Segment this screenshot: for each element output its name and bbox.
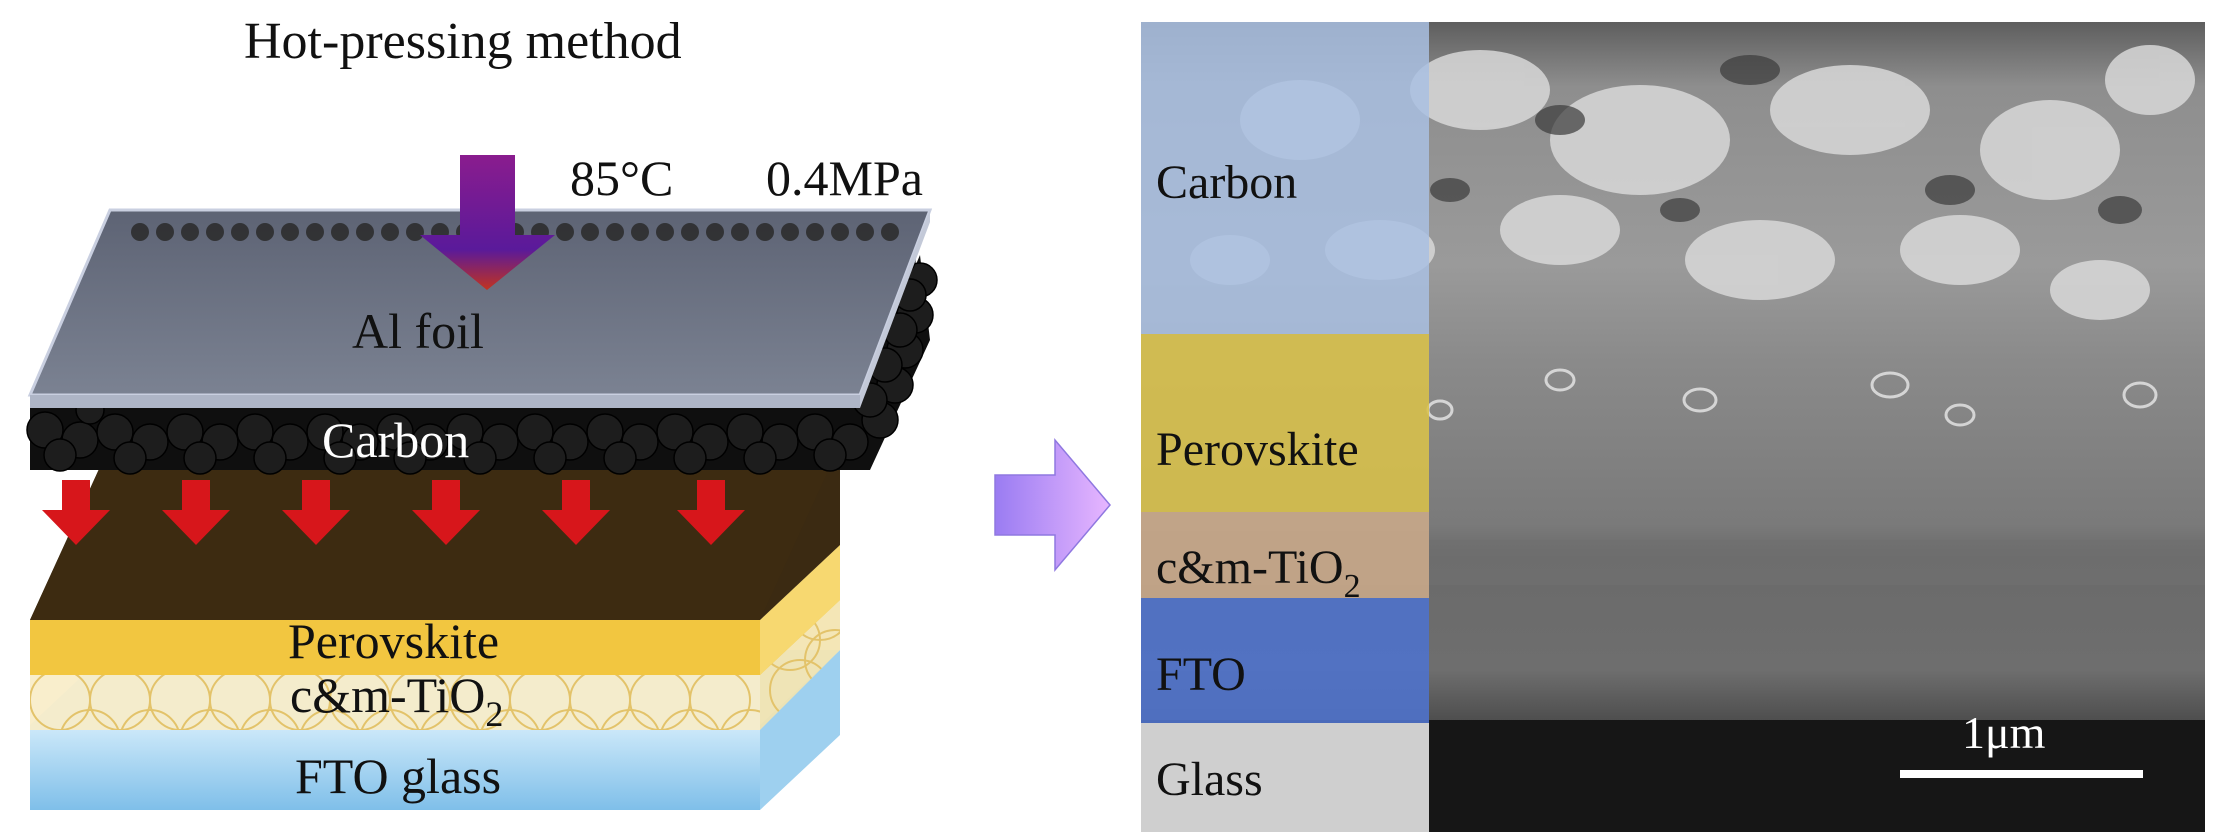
fto-label-right: FTO (1156, 648, 1246, 701)
carbon-label-left: Carbon (322, 412, 469, 468)
carbon-label-right: Carbon (1156, 156, 1297, 209)
al-foil-label: Al foil (352, 303, 484, 359)
overlay-fto (1141, 598, 1429, 723)
overlay-tio2 (1141, 512, 1429, 598)
press-arrow (420, 155, 555, 290)
temperature-label: 85°C (570, 150, 673, 206)
overlay-perovskite (1141, 334, 1429, 512)
overlay-glass (1141, 723, 1429, 832)
transition-arrow (994, 437, 1111, 573)
perovskite-label-left: Perovskite (288, 613, 499, 669)
glass-label-right: Glass (1156, 753, 1263, 806)
heat-arrows (42, 480, 745, 545)
tio2-label-left: c&m-TiO2 (290, 667, 503, 734)
overlay-carbon (1141, 22, 1429, 334)
scale-bar-label: 1μm (1962, 707, 2046, 758)
tio2-label-right: c&m-TiO2 (1156, 541, 1361, 605)
carbon-layer (26, 244, 938, 475)
fto-glass-label: FTO glass (295, 748, 501, 804)
layer-overlay-column (1141, 22, 1429, 832)
left-title: Hot-pressing method (244, 13, 682, 70)
al-foil-layer (27, 208, 933, 408)
scale-bar-line (1900, 770, 2143, 778)
scale-bar: 1μm (1900, 707, 2143, 778)
pressure-label: 0.4MPa (766, 150, 923, 206)
perovskite-label-right: Perovskite (1156, 423, 1359, 476)
